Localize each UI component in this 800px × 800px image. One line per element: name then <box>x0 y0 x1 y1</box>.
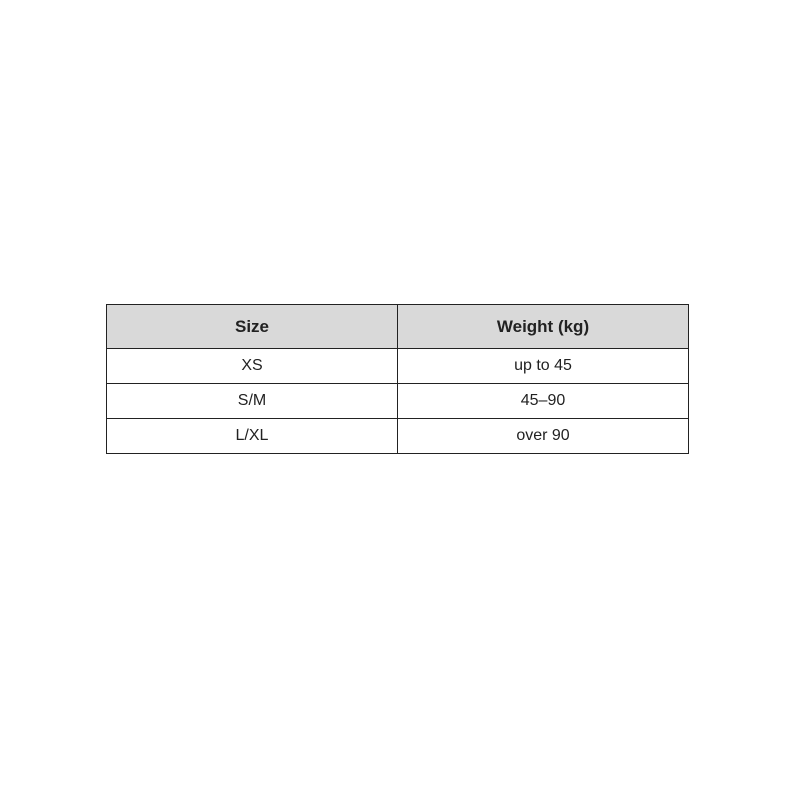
cell-weight: 45–90 <box>397 383 689 419</box>
size-weight-table: Size Weight (kg) XS up to 45 S/M 45–90 L… <box>106 304 689 454</box>
header-weight: Weight (kg) <box>397 304 689 349</box>
table-header-row: Size Weight (kg) <box>106 304 689 349</box>
cell-size: L/XL <box>106 418 398 454</box>
cell-weight: over 90 <box>397 418 689 454</box>
table-row: XS up to 45 <box>106 348 689 384</box>
header-size: Size <box>106 304 398 349</box>
cell-size: XS <box>106 348 398 384</box>
table-row: L/XL over 90 <box>106 418 689 454</box>
cell-weight: up to 45 <box>397 348 689 384</box>
cell-size: S/M <box>106 383 398 419</box>
table-row: S/M 45–90 <box>106 383 689 419</box>
